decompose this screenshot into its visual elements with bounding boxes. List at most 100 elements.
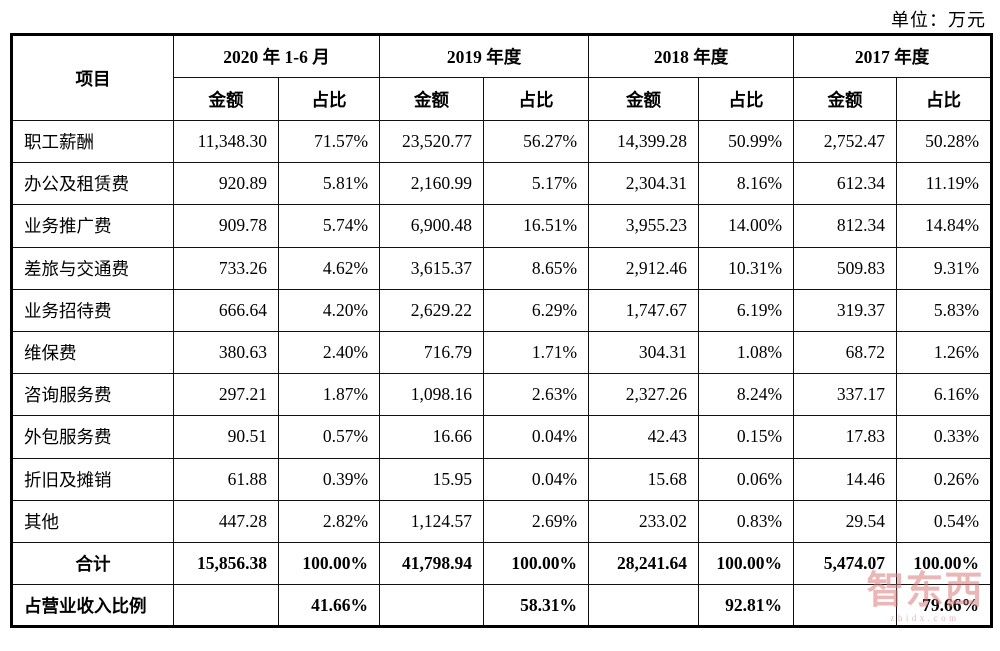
ratio-cell: 100.00% xyxy=(277,541,381,586)
ratio-cell: 0.04% xyxy=(483,415,590,459)
row-label: 外包服务费 xyxy=(11,415,174,459)
ratio-cell: 0.83% xyxy=(698,499,795,543)
amount-cell: 3,955.23 xyxy=(588,204,700,248)
amount-cell xyxy=(588,584,700,628)
col-header-ratio: 占比 xyxy=(896,77,993,121)
ratio-cell: 0.54% xyxy=(896,499,993,543)
ratio-cell: 4.62% xyxy=(277,246,381,290)
amount-cell xyxy=(379,584,485,628)
amount-cell: 41,798.94 xyxy=(379,541,485,586)
amount-cell: 920.89 xyxy=(173,162,279,206)
table-row: 办公及租赁费 920.89 5.81% 2,160.99 5.17% 2,304.31 8.… xyxy=(11,162,993,206)
amount-cell: 17.83 xyxy=(793,415,898,459)
col-header-amount: 金额 xyxy=(793,77,898,121)
row-label: 职工薪酬 xyxy=(11,119,174,164)
table-row: 合计 15,856.38 100.00% 41,798.94 100.00% 28,241… xyxy=(11,541,993,586)
ratio-cell: 8.16% xyxy=(698,162,795,206)
ratio-cell: 8.24% xyxy=(698,373,795,417)
table-row: 业务招待费 666.64 4.20% 2,629.22 6.29% 1,747.67 6.1… xyxy=(11,288,993,332)
row-label: 占营业收入比例 xyxy=(11,584,174,628)
ratio-cell: 100.00% xyxy=(483,541,590,586)
amount-cell: 319.37 xyxy=(793,288,898,332)
col-header-ratio: 占比 xyxy=(698,77,795,121)
amount-cell: 380.63 xyxy=(173,330,279,375)
amount-cell: 15.68 xyxy=(588,457,700,501)
ratio-cell: 50.99% xyxy=(698,119,795,164)
col-header-item: 项目 xyxy=(11,34,174,121)
amount-cell: 15,856.38 xyxy=(173,541,279,586)
amount-cell: 90.51 xyxy=(173,415,279,459)
ratio-cell: 10.31% xyxy=(698,246,795,290)
amount-cell: 3,615.37 xyxy=(379,246,485,290)
amount-cell: 23,520.77 xyxy=(379,119,485,164)
amount-cell: 42.43 xyxy=(588,415,700,459)
amount-cell: 2,304.31 xyxy=(588,162,700,206)
amount-cell: 447.28 xyxy=(173,499,279,543)
ratio-cell: 14.84% xyxy=(896,204,993,248)
amount-cell: 812.34 xyxy=(793,204,898,248)
amount-cell: 6,900.48 xyxy=(379,204,485,248)
amount-cell: 15.95 xyxy=(379,457,485,501)
amount-cell xyxy=(793,584,898,628)
amount-cell: 666.64 xyxy=(173,288,279,332)
amount-cell: 68.72 xyxy=(793,330,898,375)
ratio-cell: 50.28% xyxy=(896,119,993,164)
ratio-cell: 0.26% xyxy=(896,457,993,501)
amount-cell: 29.54 xyxy=(793,499,898,543)
row-label: 差旅与交通费 xyxy=(11,246,174,290)
row-label: 业务招待费 xyxy=(11,288,174,332)
amount-cell: 612.34 xyxy=(793,162,898,206)
amount-cell: 304.31 xyxy=(588,330,700,375)
amount-cell: 233.02 xyxy=(588,499,700,543)
ratio-cell: 9.31% xyxy=(896,246,993,290)
table-row: 维保费 380.63 2.40% 716.79 1.71% 304.31 1.08% 68.7… xyxy=(11,330,993,375)
ratio-cell: 1.08% xyxy=(698,330,795,375)
ratio-cell: 16.51% xyxy=(483,204,590,248)
header-row-subcolumns: 金额 占比 金额 占比 金额 占比 金额 占比 xyxy=(12,77,993,121)
table-header: 项目 2020 年 1-6 月 2019 年度 2018 年度 2017 年度 … xyxy=(11,34,993,121)
ratio-cell: 71.57% xyxy=(277,119,381,164)
ratio-cell: 0.06% xyxy=(698,457,795,501)
amount-cell: 16.66 xyxy=(379,415,485,459)
table-row: 职工薪酬 11,348.30 71.57% 23,520.77 56.27% 14,399… xyxy=(11,119,993,164)
ratio-cell: 0.57% xyxy=(277,415,381,459)
ratio-cell: 5.81% xyxy=(277,162,381,206)
table-row: 占营业收入比例 41.66% 58.31% 92.81% 79.66% xyxy=(11,584,993,628)
amount-cell: 909.78 xyxy=(173,204,279,248)
amount-cell: 14.46 xyxy=(793,457,898,501)
ratio-cell: 1.87% xyxy=(277,373,381,417)
ratio-cell: 2.40% xyxy=(277,330,381,375)
amount-cell xyxy=(173,584,279,628)
amount-cell: 5,474.07 xyxy=(793,541,898,586)
table-row: 业务推广费 909.78 5.74% 6,900.48 16.51% 3,955.23 14… xyxy=(11,204,993,248)
ratio-cell: 41.66% xyxy=(277,584,381,628)
amount-cell: 11,348.30 xyxy=(173,119,279,164)
table-body: 职工薪酬 11,348.30 71.57% 23,520.77 56.27% 14,399… xyxy=(11,119,993,628)
ratio-cell: 100.00% xyxy=(896,541,993,586)
amount-cell: 2,752.47 xyxy=(793,119,898,164)
amount-cell: 61.88 xyxy=(173,457,279,501)
ratio-cell: 79.66% xyxy=(896,584,993,628)
header-row-periods: 项目 2020 年 1-6 月 2019 年度 2018 年度 2017 年度 xyxy=(11,34,993,121)
amount-cell: 297.21 xyxy=(173,373,279,417)
ratio-cell: 0.33% xyxy=(896,415,993,459)
ratio-cell: 5.17% xyxy=(483,162,590,206)
ratio-cell: 100.00% xyxy=(698,541,795,586)
ratio-cell: 6.29% xyxy=(483,288,590,332)
ratio-cell: 2.63% xyxy=(483,373,590,417)
amount-cell: 2,629.22 xyxy=(379,288,485,332)
ratio-cell: 2.82% xyxy=(277,499,381,543)
amount-cell: 337.17 xyxy=(793,373,898,417)
amount-cell: 28,241.64 xyxy=(588,541,700,586)
row-label: 合计 xyxy=(11,541,174,586)
row-label: 其他 xyxy=(11,499,174,543)
table-row: 咨询服务费 297.21 1.87% 1,098.16 2.63% 2,327.26 8.2… xyxy=(11,373,993,417)
ratio-cell: 14.00% xyxy=(698,204,795,248)
ratio-cell: 0.04% xyxy=(483,457,590,501)
ratio-cell: 1.71% xyxy=(483,330,590,375)
amount-cell: 14,399.28 xyxy=(588,119,700,164)
ratio-cell: 6.16% xyxy=(896,373,993,417)
col-header-period-2019: 2019 年度 xyxy=(379,34,590,78)
col-header-amount: 金额 xyxy=(379,77,485,121)
